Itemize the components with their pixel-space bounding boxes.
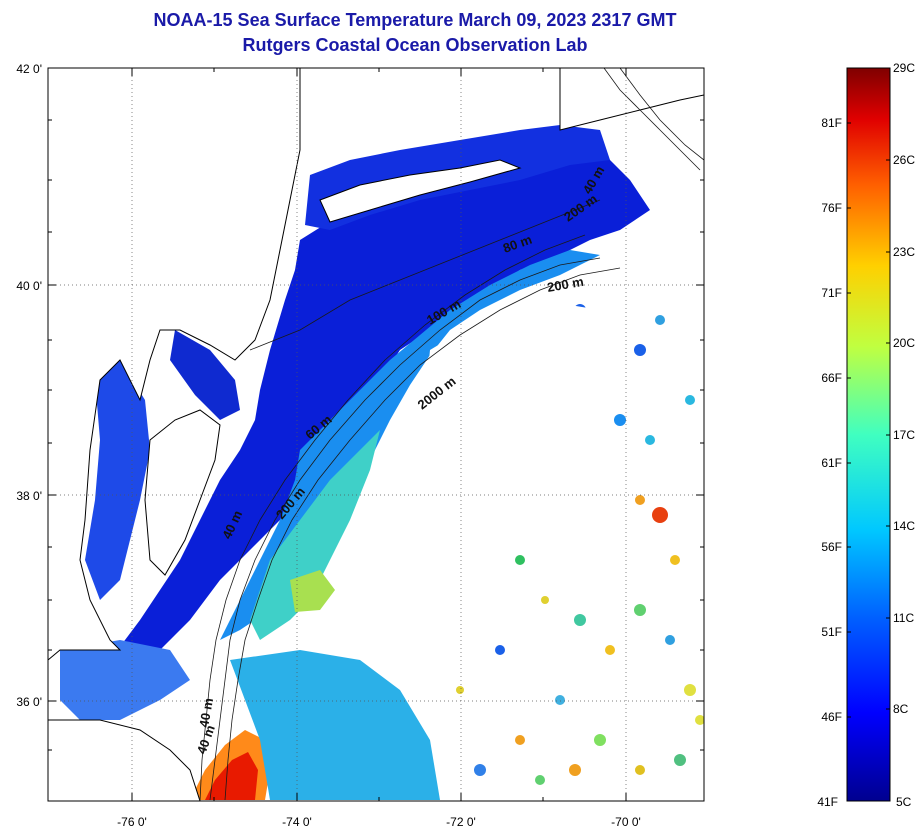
cloud-mask: [380, 300, 620, 700]
lat-label-42: 42 0': [16, 62, 42, 76]
isobath-lines: [199, 68, 704, 801]
map-title: NOAA-15 Sea Surface Temperature March 09…: [153, 10, 677, 30]
delmarva-land: [144, 409, 221, 576]
lon-label-76: -76 0': [117, 815, 147, 829]
colorbar-fahrenheit-label: 76F: [821, 201, 842, 215]
long-island-land: [319, 159, 522, 223]
delaware-bay: [170, 330, 240, 420]
cape-cod-land: [559, 68, 704, 131]
sounds-south: [60, 640, 190, 720]
colorbar-celsius-label: 29C: [893, 61, 915, 75]
axis-ticks: [48, 67, 704, 801]
chesapeake-bay: [85, 360, 150, 600]
gulf-stream-hot: [205, 752, 258, 800]
lat-label-40: 40 0': [16, 279, 42, 293]
lon-label-74: -74 0': [282, 815, 312, 829]
shelf-water: [80, 140, 650, 705]
colorbar-celsius-label: 5C: [896, 795, 912, 809]
colorbar-fahrenheit-label: 56F: [821, 540, 842, 554]
south-mixed-water: [230, 650, 440, 800]
colorbar-fahrenheit-label: 51F: [821, 625, 842, 639]
map-frame: [47, 67, 705, 802]
isobath-label: 40 m: [196, 697, 216, 729]
lon-label-72: -72 0': [446, 815, 476, 829]
colorbar-fahrenheit-label: 41F: [817, 795, 838, 809]
colorbar-celsius-label: 11C: [893, 611, 914, 625]
map-subtitle: Rutgers Coastal Ocean Observation Lab: [242, 35, 588, 55]
colorbar-celsius-label: 26C: [893, 153, 915, 167]
colorbar-celsius-label: 8C: [893, 702, 909, 716]
offshore-speckles: [456, 304, 704, 785]
colorbar-celsius-label: 17C: [893, 428, 915, 442]
warm-slope-core: [250, 430, 380, 640]
colorbar-fahrenheit-label: 81F: [821, 116, 842, 130]
outer-banks-land: [48, 719, 201, 801]
isobath-label: 200 m: [546, 274, 585, 295]
colorbar-fahrenheit-label: 61F: [821, 456, 842, 470]
colorbar-ticks: [847, 67, 890, 802]
lat-label-36: 36 0': [16, 695, 42, 709]
map-layers: [48, 68, 704, 801]
colorbar-celsius-label: 14C: [893, 519, 915, 533]
nj-coast-land: [48, 68, 301, 661]
colorbar-celsius-label: 23C: [893, 245, 915, 259]
graticule: [48, 68, 704, 801]
lat-label-38: 38 0': [16, 489, 42, 503]
lon-label-70: -70 0': [611, 815, 641, 829]
colorbar-celsius-label: 20C: [893, 336, 915, 350]
warm-slope-patch: [290, 570, 335, 612]
colorbar-fahrenheit-label: 46F: [821, 710, 842, 724]
colorbar-fahrenheit-label: 66F: [821, 371, 842, 385]
colorbar: [846, 67, 891, 802]
colorbar-fahrenheit-label: 71F: [821, 286, 842, 300]
